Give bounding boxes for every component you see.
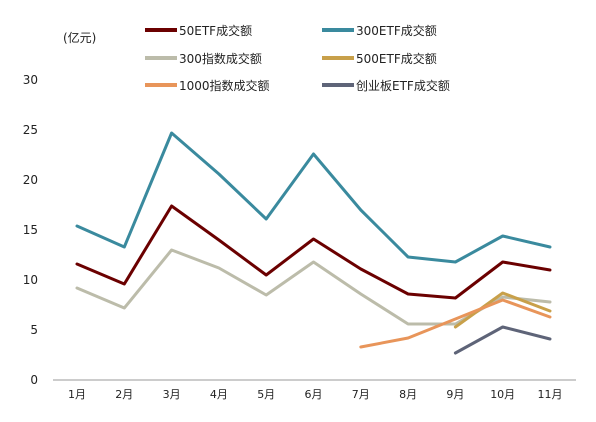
legend-swatch <box>322 83 354 87</box>
x-tick-label: 9月 <box>446 388 464 401</box>
y-tick-label: 15 <box>23 223 38 237</box>
y-tick-label: 25 <box>23 123 38 137</box>
legend-swatch <box>322 28 354 32</box>
x-tick-label: 4月 <box>210 388 228 401</box>
x-tick-label: 6月 <box>305 388 323 401</box>
x-tick-label: 2月 <box>115 388 133 401</box>
x-tick-label: 5月 <box>257 388 275 401</box>
series-line-4 <box>359 298 552 349</box>
y-tick-label: 30 <box>23 73 38 87</box>
y-axis-unit-label: (亿元) <box>63 31 97 45</box>
series-line-2 <box>75 248 552 326</box>
legend-label: 1000指数成交额 <box>179 78 270 93</box>
x-tick-label: 7月 <box>352 388 370 401</box>
legend: 50ETF成交额 300ETF成交额 300指数成交额 500ETF成交额 10… <box>0 0 596 100</box>
series-line-3 <box>453 291 552 329</box>
y-tick-label: 10 <box>23 273 38 287</box>
legend-item-300etf: 300ETF成交额 <box>322 22 437 38</box>
legend-item-300index: 300指数成交额 <box>145 50 262 66</box>
legend-swatch <box>145 28 177 32</box>
legend-label: 500ETF成交额 <box>356 51 437 66</box>
legend-item-500etf: 500ETF成交额 <box>322 50 437 66</box>
legend-swatch <box>145 56 177 60</box>
x-tick-label: 11月 <box>538 388 563 401</box>
legend-item-50etf: 50ETF成交额 <box>145 22 252 38</box>
y-tick-label: 20 <box>23 173 38 187</box>
x-tick-label: 8月 <box>399 388 417 401</box>
series-line-5 <box>453 325 552 355</box>
series-line-0 <box>75 204 552 300</box>
series-line-1 <box>75 131 552 264</box>
x-tick-label: 10月 <box>490 388 515 401</box>
legend-label: 300指数成交额 <box>179 51 262 66</box>
legend-item-chinext-etf: 创业板ETF成交额 <box>322 77 450 93</box>
legend-label: 创业板ETF成交额 <box>356 78 450 93</box>
y-tick-label: 5 <box>30 323 38 337</box>
legend-swatch <box>145 83 177 87</box>
legend-label: 300ETF成交额 <box>356 23 437 38</box>
x-tick-label: 3月 <box>163 388 181 401</box>
legend-label: 50ETF成交额 <box>179 23 253 38</box>
legend-swatch <box>322 56 354 60</box>
legend-item-1000index: 1000指数成交额 <box>145 77 270 93</box>
x-tick-label: 1月 <box>68 388 86 401</box>
y-tick-label: 0 <box>30 373 38 387</box>
